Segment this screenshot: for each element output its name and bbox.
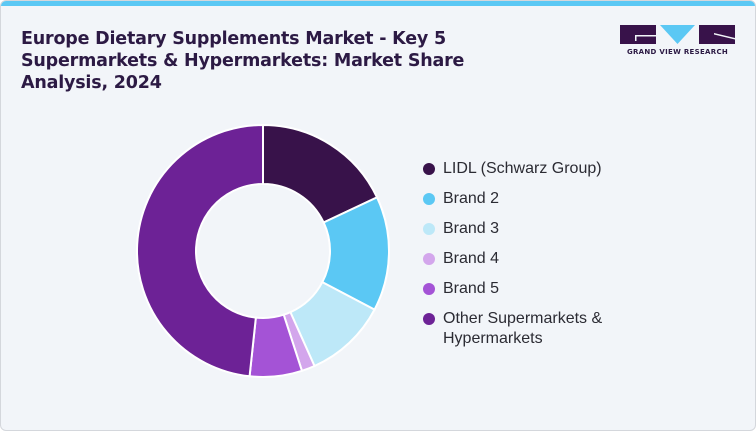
legend-item: Other Supermarkets & Hypermarkets [423,309,633,349]
legend-dot-icon [423,283,435,295]
legend-item: Brand 2 [423,189,633,209]
legend-dot-icon [423,163,435,175]
brand-logo: GRAND VIEW RESEARCH [620,25,735,61]
legend-dot-icon [423,223,435,235]
logo-text: GRAND VIEW RESEARCH [626,48,729,56]
legend-item: Brand 4 [423,249,633,269]
legend-item: Brand 3 [423,219,633,239]
legend-dot-icon [423,193,435,205]
legend-label: Brand 3 [443,220,500,237]
chart-legend: LIDL (Schwarz Group) Brand 2 Brand 3 Brand … [423,159,633,359]
legend-dot-icon [423,253,435,265]
logo-mark-icon [620,25,735,44]
chart-title: Europe Dietary Supplements Market - Key … [21,29,465,93]
legend-label: LIDL (Schwarz Group) [443,160,602,177]
accent-bar [1,1,755,6]
legend-label: Brand 4 [443,250,500,267]
legend-item: LIDL (Schwarz Group) [423,159,633,179]
donut-chart [136,124,390,378]
donut-slice [136,124,264,378]
legend-label: Brand 5 [443,280,500,297]
legend-item: Brand 5 [423,279,633,299]
legend-label: Brand 2 [443,190,500,207]
legend-dot-icon [423,313,435,325]
legend-label: Other Supermarkets & Hypermarkets [443,310,603,347]
